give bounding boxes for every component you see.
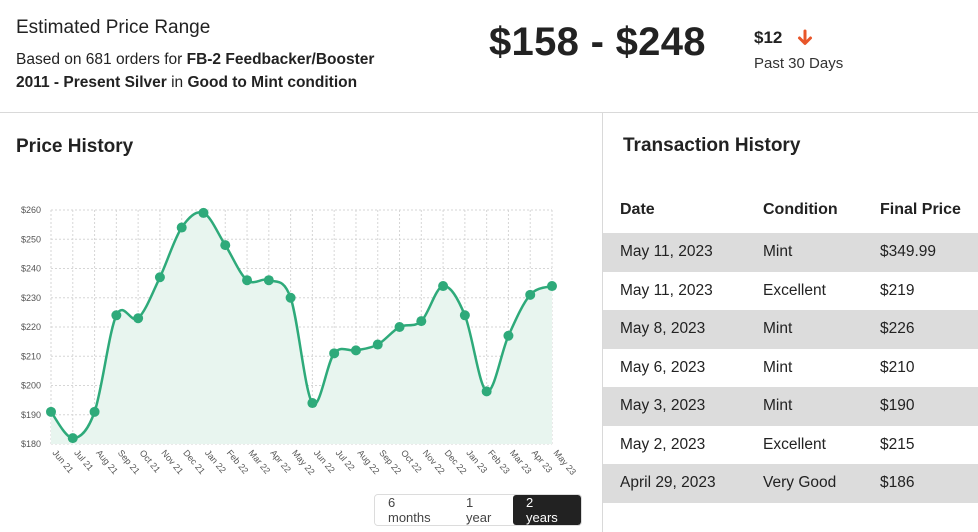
price-history-title: Price History xyxy=(16,136,134,157)
y-tick-label: $180 xyxy=(21,439,41,449)
data-point xyxy=(372,339,383,350)
estimate-description: Based on 681 orders for FB-2 Feedbacker/… xyxy=(16,51,375,91)
price-history-chart: $180 $190 $200 $210 $220 $230 $240 $250 $260 Jun … xyxy=(21,205,578,477)
data-point xyxy=(154,272,165,283)
data-point xyxy=(198,207,209,218)
data-point xyxy=(263,275,274,286)
price-area-fill xyxy=(51,212,552,444)
data-point xyxy=(459,310,470,321)
x-tick-label: Mar 23 xyxy=(508,448,534,476)
x-tick-label: Apr 23 xyxy=(530,448,555,475)
y-tick-label: $230 xyxy=(21,293,41,303)
x-tick-label: May 23 xyxy=(551,448,578,477)
range-1-year-button[interactable]: 1 year xyxy=(453,495,513,525)
data-point xyxy=(547,281,557,292)
arrow-down-icon xyxy=(798,29,812,45)
column-header-final-price: Final Price xyxy=(880,200,961,218)
x-tick-label: Nov 21 xyxy=(159,448,185,476)
x-tick-label: Jul 22 xyxy=(334,448,357,473)
product-name: FB-2 Feedbacker/Booster 2011 - Present S… xyxy=(16,51,375,91)
x-tick-label: Jul 21 xyxy=(72,448,95,473)
price-summary-header: Estimated Price Range Based on 681 order… xyxy=(0,0,978,113)
price-range-value: $158 - $248 xyxy=(489,20,706,64)
table-row: May 8, 2023 Mint $226 xyxy=(603,310,978,349)
price-change-value: $12 xyxy=(754,28,783,47)
column-header-condition: Condition xyxy=(763,200,838,218)
table-row: May 3, 2023 Mint $190 xyxy=(603,387,978,426)
table-header: Date Condition Final Price xyxy=(603,186,978,233)
data-point xyxy=(329,348,340,359)
data-point xyxy=(220,240,231,251)
panel-divider xyxy=(602,113,603,532)
table-row: May 11, 2023 Mint $349.99 xyxy=(603,233,978,272)
x-tick-label: Nov 22 xyxy=(421,448,447,476)
transaction-table: Date Condition Final Price May 11, 2023 … xyxy=(603,186,978,503)
y-tick-label: $190 xyxy=(21,410,41,420)
x-tick-label: Dec 21 xyxy=(181,448,207,476)
x-tick-label: Mar 22 xyxy=(247,448,273,476)
data-point xyxy=(133,313,144,324)
x-tick-label: Feb 22 xyxy=(225,448,251,476)
x-tick-label: Dec 22 xyxy=(443,448,469,476)
x-tick-label: Oct 22 xyxy=(399,448,424,475)
x-tick-label: Oct 21 xyxy=(138,448,163,475)
column-header-date: Date xyxy=(620,200,655,218)
y-tick-label: $260 xyxy=(21,205,41,215)
data-point xyxy=(46,406,56,417)
x-tick-label: Jan 23 xyxy=(464,448,489,475)
x-tick-label: Apr 22 xyxy=(268,448,293,475)
x-tick-label: Jun 21 xyxy=(50,448,75,475)
y-tick-label: $210 xyxy=(21,351,41,361)
condition-range: Good to Mint condition xyxy=(187,74,358,91)
data-point xyxy=(242,275,253,286)
x-tick-label: Aug 21 xyxy=(94,448,120,476)
data-point xyxy=(307,398,318,409)
table-row: May 11, 2023 Excellent $219 xyxy=(620,281,915,299)
range-2-years-button[interactable]: 2 years xyxy=(513,495,581,525)
table-row: May 2, 2023 Excellent $215 xyxy=(620,435,915,453)
data-point xyxy=(111,310,122,321)
y-tick-label: $240 xyxy=(21,264,41,274)
data-point xyxy=(350,345,361,356)
time-range-selector: 6 months 1 year 2 years xyxy=(374,494,582,526)
y-tick-label: $220 xyxy=(21,322,41,332)
data-point xyxy=(481,386,492,397)
data-point xyxy=(503,330,514,341)
data-point xyxy=(67,433,78,444)
x-tick-label: Aug 22 xyxy=(355,448,381,476)
y-tick-label: $200 xyxy=(21,381,41,391)
data-point xyxy=(89,406,100,417)
change-period: Past 30 Days xyxy=(754,55,844,72)
y-tick-label: $250 xyxy=(21,234,41,244)
data-point xyxy=(394,322,405,332)
x-tick-label: Feb 23 xyxy=(486,448,512,476)
x-tick-label: Sep 21 xyxy=(116,448,142,476)
table-row: April 29, 2023 Very Good $186 xyxy=(603,464,978,503)
transaction-history-title: Transaction History xyxy=(623,135,801,156)
x-tick-label: May 22 xyxy=(290,448,317,477)
x-tick-label: Jan 22 xyxy=(203,448,228,475)
table-row: May 6, 2023 Mint $210 xyxy=(620,358,915,376)
data-point xyxy=(525,289,536,300)
range-6-months-button[interactable]: 6 months xyxy=(375,495,453,525)
data-point xyxy=(176,222,187,233)
data-point xyxy=(438,281,449,292)
x-tick-label: Sep 22 xyxy=(377,448,403,476)
estimated-price-title: Estimated Price Range xyxy=(16,17,211,38)
data-point xyxy=(416,316,427,327)
data-point xyxy=(285,292,296,303)
